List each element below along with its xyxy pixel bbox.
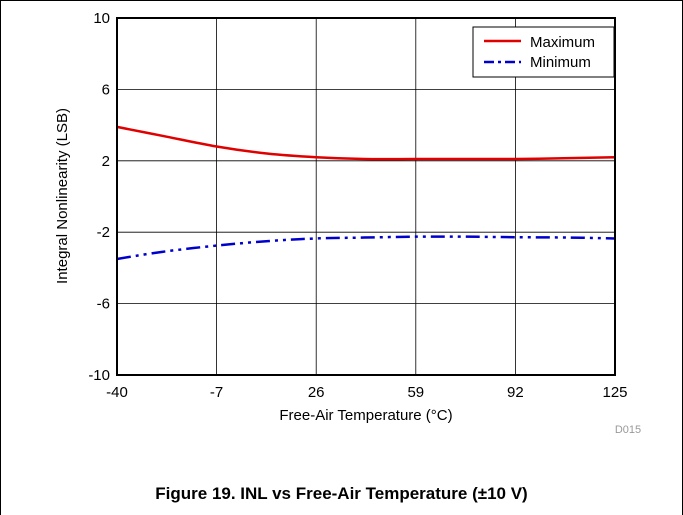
plot-border <box>116 17 616 376</box>
x-tick-label: 26 <box>308 384 325 401</box>
y-tick-label: -10 <box>88 367 110 384</box>
x-tick-label: 92 <box>507 384 524 401</box>
legend-box <box>472 26 615 78</box>
y-tick-label: -2 <box>97 224 110 241</box>
x-axis-label: Free-Air Temperature (°C) <box>279 407 452 424</box>
legend-label-minimum: Minimum <box>530 54 591 71</box>
x-tick-label: -7 <box>210 384 223 401</box>
series-lines <box>116 125 616 261</box>
legend-label-maximum: Maximum <box>530 34 595 51</box>
figure-caption: Figure 19. INL vs Free-Air Temperature (… <box>155 484 528 503</box>
x-tick-label: 59 <box>407 384 424 401</box>
tick-labels: -40 -7 26 59 92 125 10 6 2 -2 -6 -10 <box>88 10 627 401</box>
inl-temperature-chart: -40 -7 26 59 92 125 10 6 2 -2 -6 -10 Maximum Minimu… <box>54 10 641 436</box>
y-axis-label: Integral Nonlinearity (LSB) <box>54 108 71 284</box>
x-tick-label: -40 <box>106 384 128 401</box>
legend: Maximum Minimum <box>472 26 615 78</box>
y-tick-label: 10 <box>93 10 110 27</box>
y-tick-label: 6 <box>102 81 110 98</box>
series-line-maximum <box>116 125 616 161</box>
y-tick-label: -6 <box>97 296 110 313</box>
watermark-code: D015 <box>615 424 641 436</box>
x-tick-label: 125 <box>602 384 627 401</box>
y-tick-label: 2 <box>102 153 110 170</box>
series-line-minimum <box>116 235 616 261</box>
